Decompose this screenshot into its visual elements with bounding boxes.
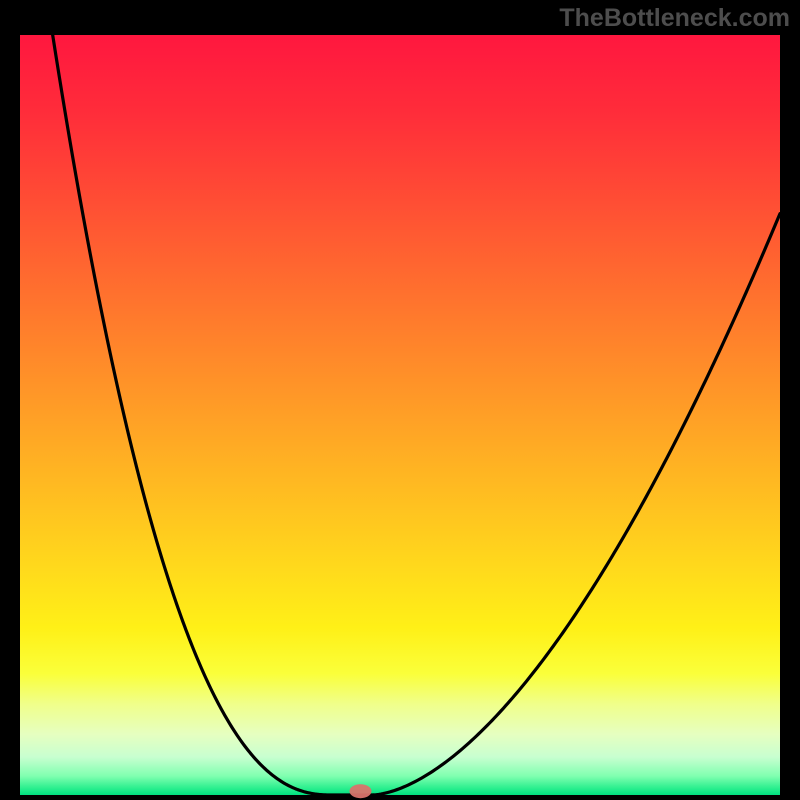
watermark-text: TheBottleneck.com [559, 4, 790, 33]
chart-stage: TheBottleneck.com [0, 0, 800, 800]
bottleneck-chart [0, 0, 800, 800]
optimum-marker [349, 784, 371, 798]
plot-gradient-background [20, 35, 780, 795]
